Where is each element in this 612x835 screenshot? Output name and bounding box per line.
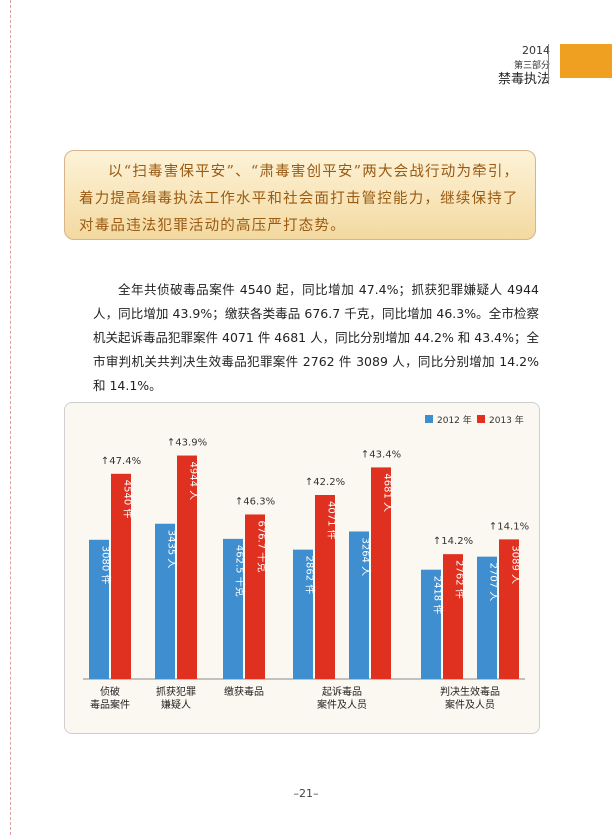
page-number: –21– xyxy=(293,787,319,800)
bar-2013 xyxy=(177,455,197,679)
bar-2012 xyxy=(223,538,243,679)
bar-chart: 2012 年 2013 年 3080 件 4540 件 ↑47.4% 侦破毒品案件 3435… xyxy=(83,414,529,711)
bar-label-2013: 4944 人 xyxy=(188,462,200,501)
growth-label: ↑14.2% xyxy=(433,536,473,547)
bar-2013 xyxy=(245,514,265,679)
legend-label-2013: 2013 年 xyxy=(489,414,524,426)
bar-label-2012: 3435 人 xyxy=(166,530,178,569)
bar-label-2012: 2418 件 xyxy=(432,576,444,615)
bar-2012 xyxy=(89,539,109,679)
bar-2013 xyxy=(443,554,463,679)
growth-label: ↑43.9% xyxy=(167,438,207,449)
category-label: 嫌疑人 xyxy=(161,698,191,711)
category-label: 案件及人员 xyxy=(317,698,367,711)
bar-label-2012: 2862 件 xyxy=(304,556,316,595)
intro-callout: 以“扫毒害保平安”、“肃毒害创平安”两大会战行动为牵引，着力提高缉毒执法工作水平… xyxy=(64,150,536,240)
header-year: 2014 xyxy=(522,44,550,57)
bar-label-2013: 4071 件 xyxy=(326,501,338,540)
header-title: 禁毒执法 xyxy=(497,72,550,87)
growth-label: ↑14.1% xyxy=(489,521,529,532)
category-label: 抓获犯罪 xyxy=(156,685,196,698)
bar-label-2013: 3089 人 xyxy=(510,545,522,584)
header-part: 第三部分 xyxy=(513,61,550,71)
bar-label-2012: 3080 件 xyxy=(100,546,112,585)
bar-2012 xyxy=(349,531,369,679)
bar-label-2013: 4540 件 xyxy=(122,480,134,519)
category-label: 判决生效毒品 xyxy=(440,685,500,698)
growth-label: ↑43.4% xyxy=(361,449,401,460)
legend-label-2012: 2012 年 xyxy=(437,414,472,426)
legend-swatch-2013 xyxy=(477,415,485,423)
bar-label-2012: 2707 人 xyxy=(488,563,500,602)
legend-swatch-2012 xyxy=(425,415,433,423)
bar-2013 xyxy=(111,473,131,679)
category-label: 侦破 xyxy=(100,685,120,698)
bar-2013 xyxy=(499,539,519,679)
chart-panel: 2012 年 2013 年 3080 件 4540 件 ↑47.4% 侦破 毒品案件 3435… xyxy=(64,402,540,734)
growth-label: ↑42.2% xyxy=(305,477,345,488)
growth-label: ↑46.3% xyxy=(235,496,275,507)
bar-label-2013: 676.7 千克 xyxy=(256,520,268,572)
header-divider xyxy=(548,44,549,84)
header-accent-block xyxy=(560,44,612,78)
growth-label: ↑47.4% xyxy=(101,456,141,467)
bar-label-2013: 2762 件 xyxy=(454,560,466,599)
bar-2013 xyxy=(315,494,335,679)
bar-2012 xyxy=(155,523,175,679)
category-label: 毒品案件 xyxy=(90,698,130,711)
bar-2012 xyxy=(421,569,441,679)
bar-2013 xyxy=(371,467,391,679)
category-label: 起诉毒品 xyxy=(322,685,362,698)
page-edge-dashed-line xyxy=(10,0,11,835)
category-label: 案件及人员 xyxy=(445,698,495,711)
bar-label-2013: 4681 人 xyxy=(382,473,394,512)
bar-label-2012: 462.5 千克 xyxy=(234,545,246,597)
bar-2012 xyxy=(477,556,497,679)
category-label: 缴获毒品 xyxy=(224,685,264,698)
bar-label-2012: 3264 人 xyxy=(360,537,372,576)
body-paragraph: 全年共侦破毒品案件 4540 起，同比增加 47.4%；抓获犯罪嫌疑人 4944… xyxy=(93,282,539,393)
bar-2012 xyxy=(293,549,313,679)
